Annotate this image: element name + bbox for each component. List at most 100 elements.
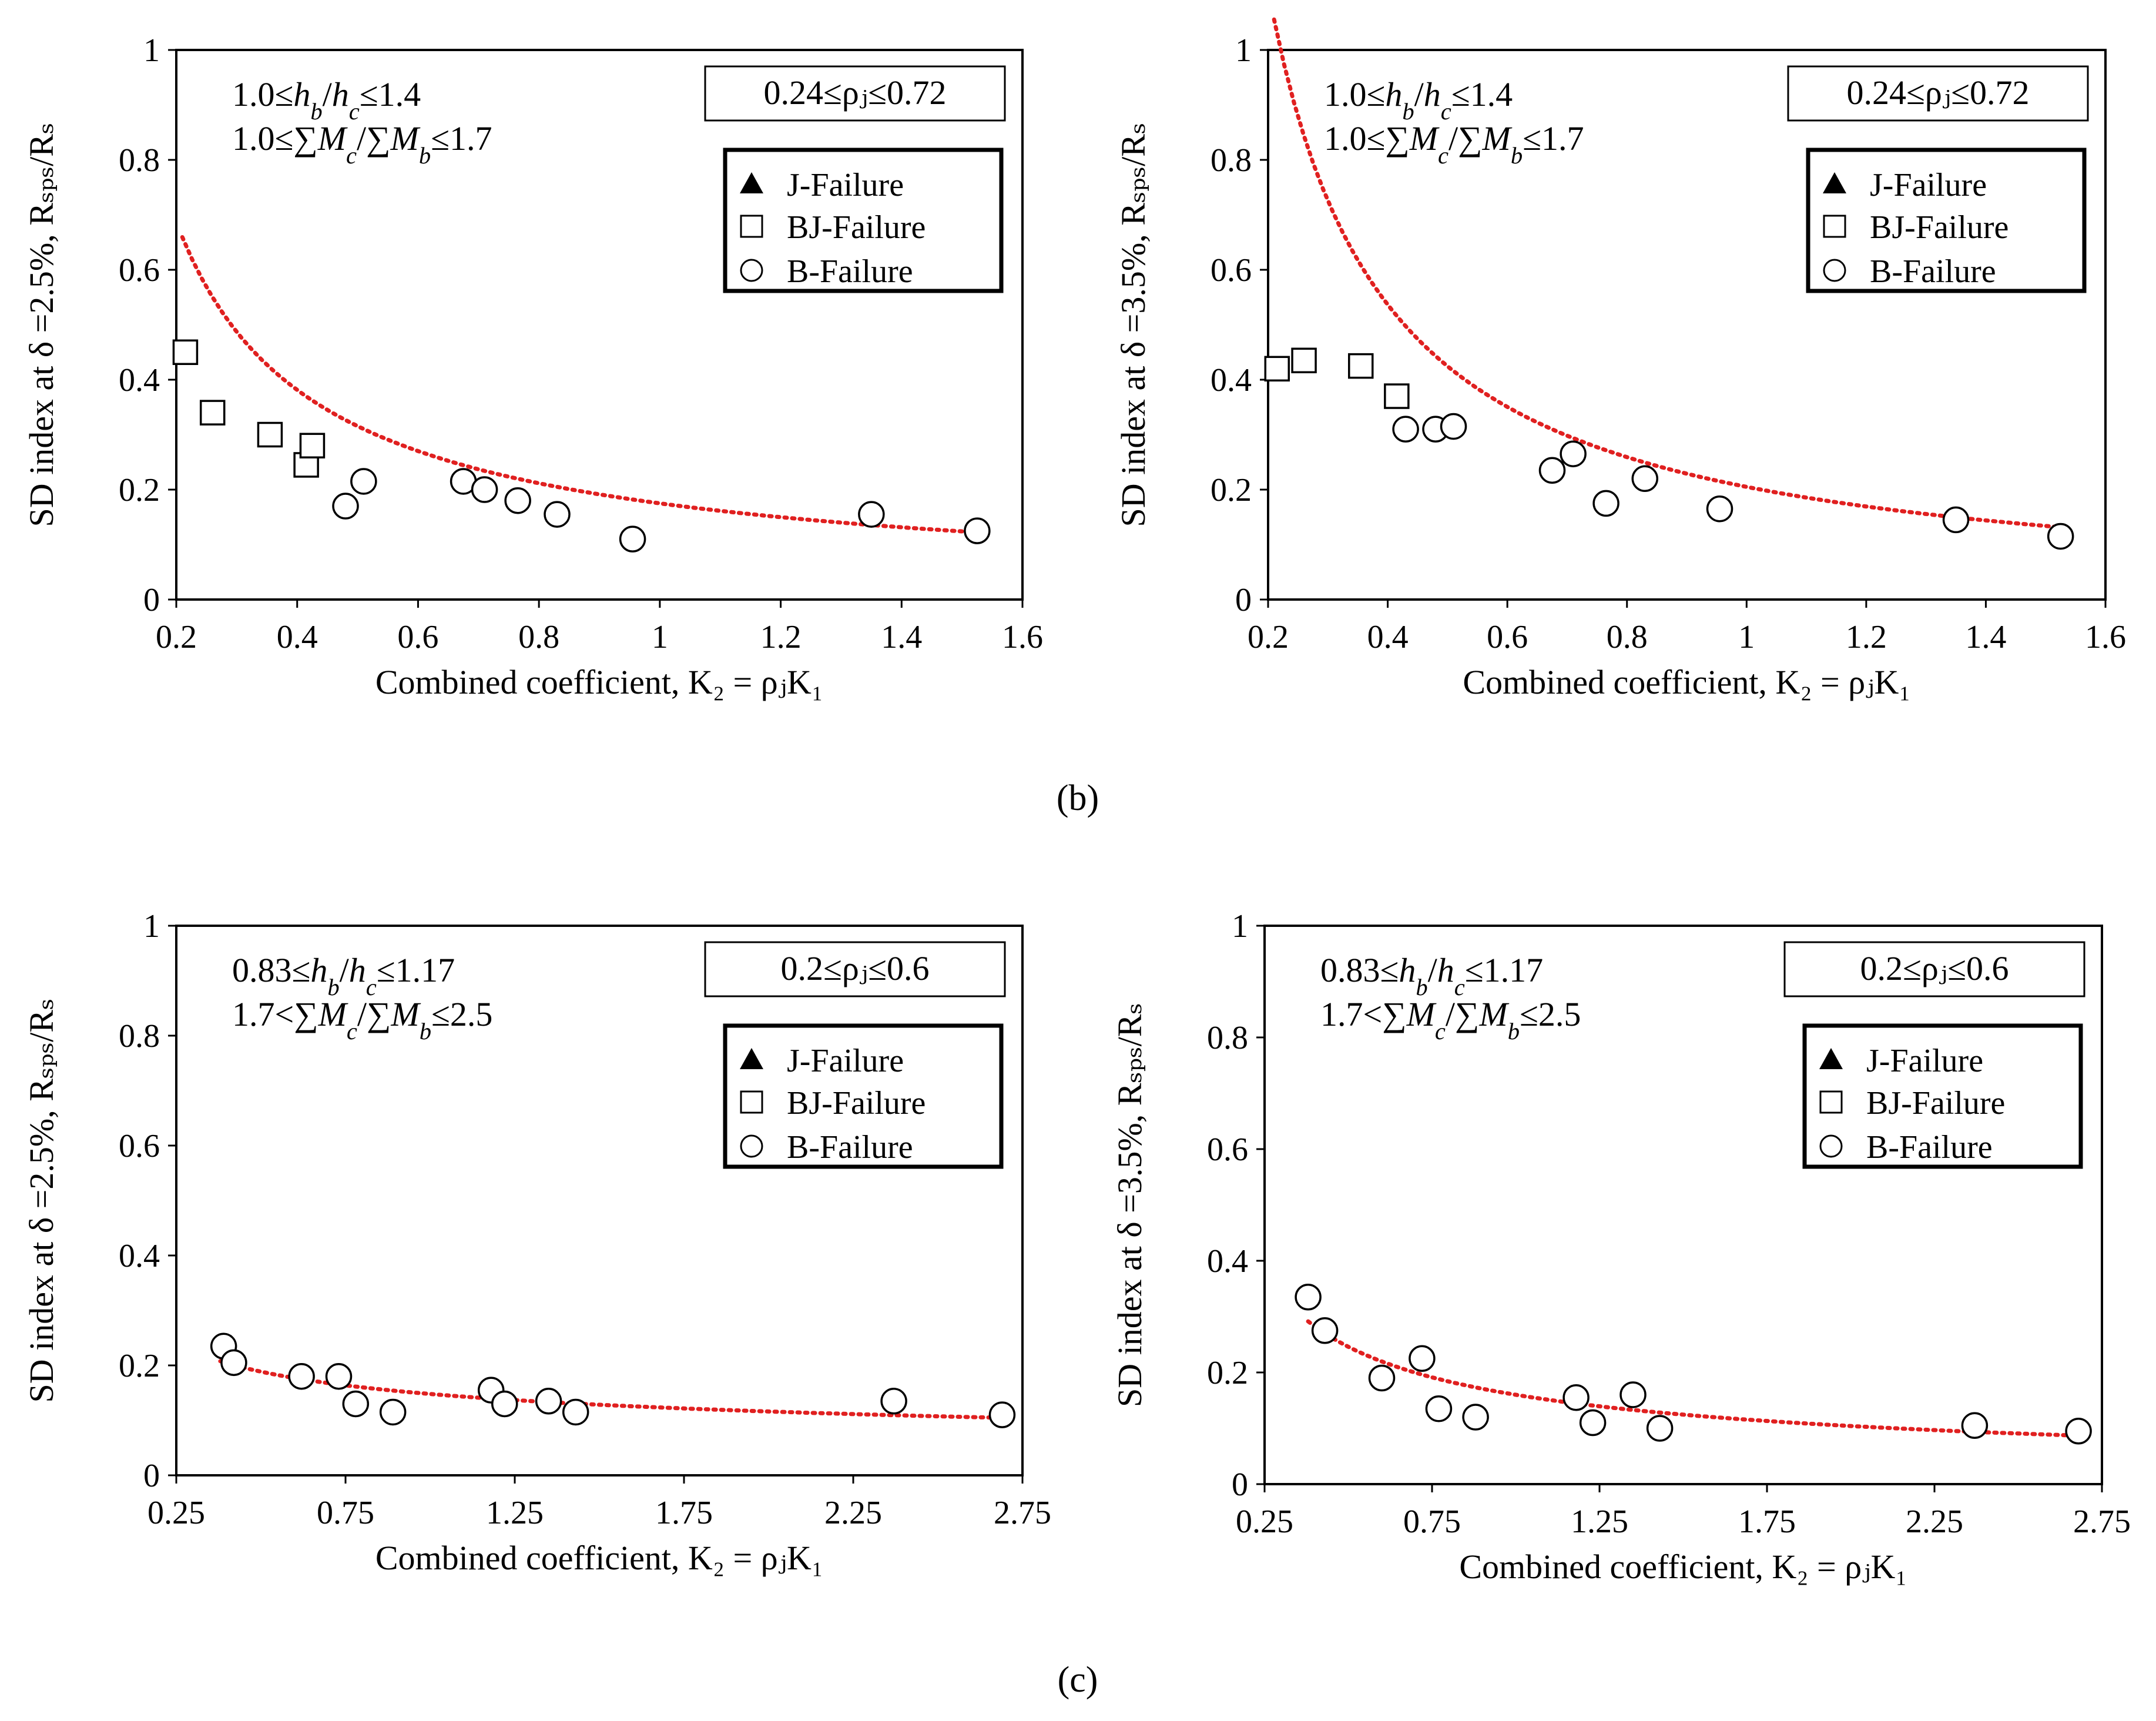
legend-square-marker <box>1823 215 1846 238</box>
b-failure-point <box>1311 1317 1339 1344</box>
x-tick-label: 0.6 <box>1487 619 1528 655</box>
y-tick-label: 0.6 <box>119 252 160 289</box>
b-failure-point <box>964 517 991 544</box>
panel-label-b: (b) <box>1057 778 1099 818</box>
y-tick-label: 0.6 <box>119 1128 160 1164</box>
legend-circle-marker <box>740 259 763 282</box>
annotation-moment-ratio: 1.0≤∑Mc/∑Mb≤1.7 <box>232 119 492 169</box>
b-failure-point <box>1425 1395 1453 1422</box>
b-failure-point <box>325 1362 353 1390</box>
chart-b-right: 00.20.40.60.810.2 0.4 0.6 0.8 1 1.2 1.4 1.6Comb… <box>1114 17 2126 701</box>
x-tick-label: 2.75 <box>994 1495 1051 1531</box>
x-tick-label: 0.75 <box>1403 1504 1461 1540</box>
x-tick-label: 0.8 <box>1607 619 1648 655</box>
legend-entry: J-Failure <box>787 167 904 203</box>
y-tick-label: 0 <box>1232 1466 1248 1503</box>
plot-frame <box>1267 49 2107 601</box>
range-box <box>1783 941 2085 997</box>
range-box-label: 0.2≤ρⱼ≤0.6 <box>781 949 930 987</box>
b-failure-point <box>2047 523 2074 550</box>
legend-entry: B-Failure <box>1866 1129 1993 1166</box>
plot-frame <box>175 49 1024 601</box>
legend-box <box>723 148 1004 293</box>
legend-triangle-marker <box>740 172 763 193</box>
y-tick-label: 0.2 <box>119 472 160 508</box>
annotation-ratio-hb-hc: 1.0≤hb/hc≤1.4 <box>1324 75 1513 125</box>
y-tick-label: 1 <box>1235 32 1252 69</box>
b-failure-point <box>491 1390 518 1418</box>
legend-entry: J-Failure <box>787 1043 904 1079</box>
x-tick-label: 1 <box>1738 619 1755 655</box>
b-failure-point <box>379 1398 407 1426</box>
y-tick-label: 0.8 <box>1207 1020 1248 1056</box>
bj-failure-point <box>257 421 283 448</box>
b-failure-point <box>332 493 359 520</box>
b-failure-point <box>1579 1409 1607 1437</box>
b-failure-point <box>1646 1415 1674 1442</box>
b-failure-point <box>1619 1381 1647 1408</box>
x-axis-label: Combined coefficient, K₂ = ρⱼK₁ <box>375 663 823 701</box>
x-axis-label: Combined coefficient, K₂ = ρⱼK₁ <box>1459 1548 1907 1586</box>
b-failure-point <box>562 1398 589 1426</box>
bj-failure-point <box>1384 383 1410 409</box>
y-tick-label: 0.4 <box>1207 1243 1248 1280</box>
x-tick-label: 1.75 <box>655 1495 713 1531</box>
legend-triangle-marker <box>1823 172 1846 193</box>
bj-failure-point <box>199 400 226 426</box>
b-failure-point <box>1562 1384 1590 1411</box>
y-axis-label: SD index at δ =2.5%, Rₛₚₛ/Rₛ <box>22 122 61 527</box>
annotation-ratio-hb-hc: 0.83≤hb/hc≤1.17 <box>1320 951 1543 1000</box>
x-tick-label: 1.6 <box>2085 619 2126 655</box>
x-tick-label: 0.4 <box>1367 619 1409 655</box>
x-tick-label: 1.25 <box>486 1495 544 1531</box>
x-tick-label: 2.25 <box>1906 1504 1963 1540</box>
b-failure-point <box>1706 495 1733 523</box>
legend-square-marker <box>740 1090 763 1114</box>
x-tick-label: 0.4 <box>277 619 318 655</box>
b-failure-point <box>858 501 885 528</box>
x-tick-label: 0.2 <box>1248 619 1289 655</box>
legend-entry: BJ-Failure <box>787 209 926 246</box>
trend-line <box>218 1359 1001 1420</box>
x-tick-label: 1.4 <box>881 619 922 655</box>
bj-failure-point <box>1291 347 1317 374</box>
annotation-ratio-hb-hc: 0.83≤hb/hc≤1.17 <box>232 951 455 1000</box>
y-tick-label: 0 <box>1235 582 1252 618</box>
annotation-moment-ratio: 1.0≤∑Mc/∑Mb≤1.7 <box>1324 119 1584 169</box>
legend-entry: B-Failure <box>1870 253 1996 290</box>
legend-entry: BJ-Failure <box>1870 209 2009 246</box>
range-box-label: 0.24≤ρⱼ≤0.72 <box>764 73 947 112</box>
x-tick-label: 1 <box>652 619 668 655</box>
y-tick-label: 0.4 <box>1211 362 1252 399</box>
b-failure-point <box>504 487 531 514</box>
chart-c-left: 0 0.2 0.4 0.6 0.8 1 0.25 0.75 1.25 1.75 2.25 2.75 Co… <box>22 908 1051 1577</box>
trend-line <box>180 235 977 534</box>
legend-entry: B-Failure <box>787 1129 913 1166</box>
annotation-moment-ratio: 1.7<∑Mc/∑Mb≤2.5 <box>1320 995 1581 1044</box>
bj-failure-point <box>1348 353 1374 379</box>
x-axis-label: Combined coefficient, K₂ = ρⱼK₁ <box>1463 663 1910 701</box>
legend-circle-marker <box>1823 259 1846 282</box>
range-box <box>704 65 1006 122</box>
bj-failure-point <box>293 452 319 478</box>
legend-circle-marker <box>1819 1134 1843 1158</box>
x-tick-label: 2.75 <box>2073 1504 2131 1540</box>
chart-b-left: 00.20.40.60.810.2 0.4 0.6 0.8 1 1.2 1.4 1.6Comb… <box>22 32 1043 701</box>
b-failure-point <box>1560 440 1587 467</box>
range-box <box>704 941 1006 997</box>
bj-failure-point <box>1264 356 1290 382</box>
chart-c-right: 0 0.2 0.4 0.6 0.8 1 0.25 0.75 1.25 1.75 2.25 2.75 Co… <box>1111 908 2131 1586</box>
x-tick-label: 1.6 <box>1002 619 1043 655</box>
b-failure-point <box>2065 1418 2092 1445</box>
legend-square-marker <box>740 215 763 238</box>
x-axis-label: Combined coefficient, K₂ = ρⱼK₁ <box>375 1539 823 1577</box>
bj-failure-point <box>172 339 199 365</box>
b-failure-point <box>535 1388 562 1415</box>
y-tick-label: 0.2 <box>1207 1355 1248 1391</box>
trend-line <box>1306 1319 2081 1438</box>
y-axis-label: SD index at δ =3.5%, Rₛₚₛ/Rₛ <box>1111 1003 1149 1407</box>
x-tick-label: 1.2 <box>1846 619 1887 655</box>
y-tick-label: 1 <box>143 32 160 69</box>
y-tick-label: 0.2 <box>1211 472 1252 508</box>
x-tick-label: 0.6 <box>397 619 438 655</box>
